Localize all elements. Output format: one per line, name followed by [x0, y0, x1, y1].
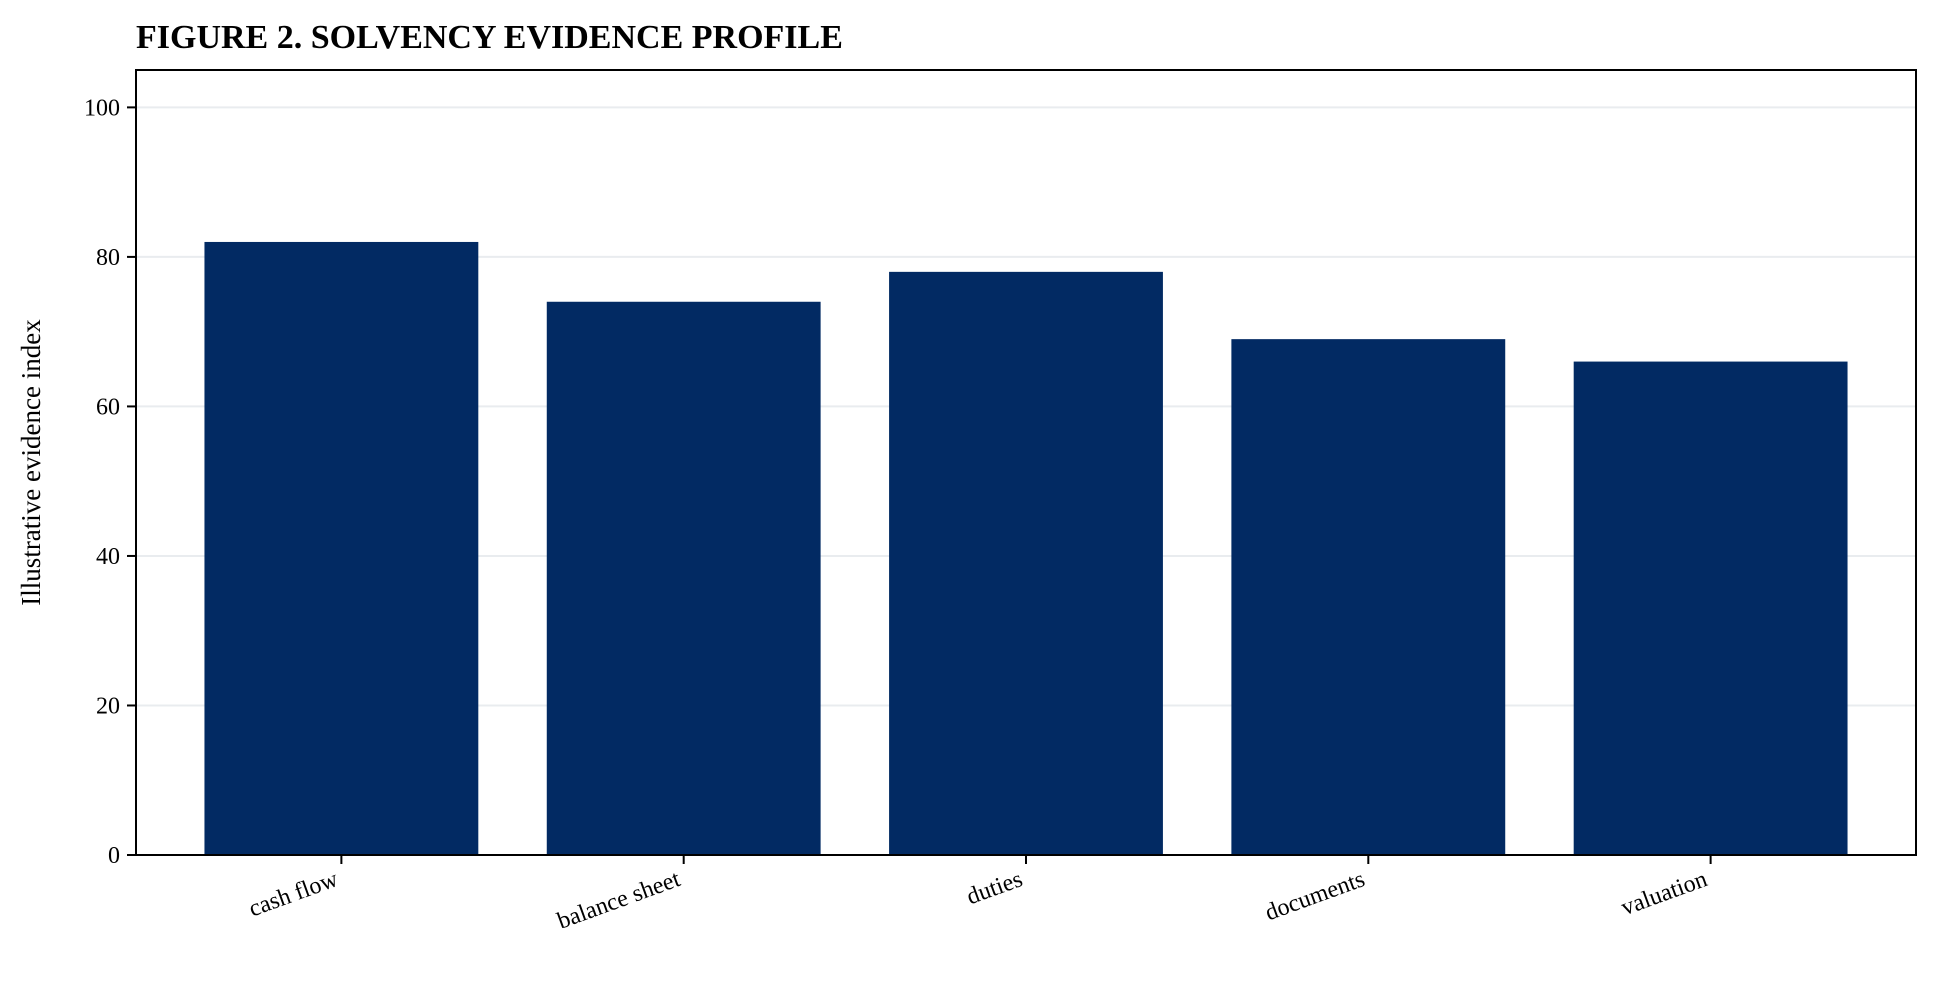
- bar-cash-flow: [204, 241, 479, 855]
- bars: [204, 241, 1848, 856]
- y-axis-label: Illustrative evidence index: [16, 319, 46, 606]
- bar-balance-sheet: [546, 301, 821, 855]
- y-tick-label-0: 0: [108, 843, 120, 869]
- bar-documents: [1231, 339, 1506, 856]
- y-tick-label-3: 60: [96, 394, 120, 420]
- y-tick-label-4: 80: [96, 245, 120, 271]
- bar-valuation: [1573, 361, 1848, 855]
- y-tick-label-2: 40: [96, 544, 120, 570]
- bar-duties: [889, 271, 1163, 855]
- y-tick-label-1: 20: [96, 693, 120, 719]
- chart-title: FIGURE 2. SOLVENCY EVIDENCE PROFILE: [136, 19, 843, 56]
- y-axis-ticks: 0 20 40 60 80 100: [84, 95, 136, 869]
- y-tick-label-5: 100: [84, 95, 120, 121]
